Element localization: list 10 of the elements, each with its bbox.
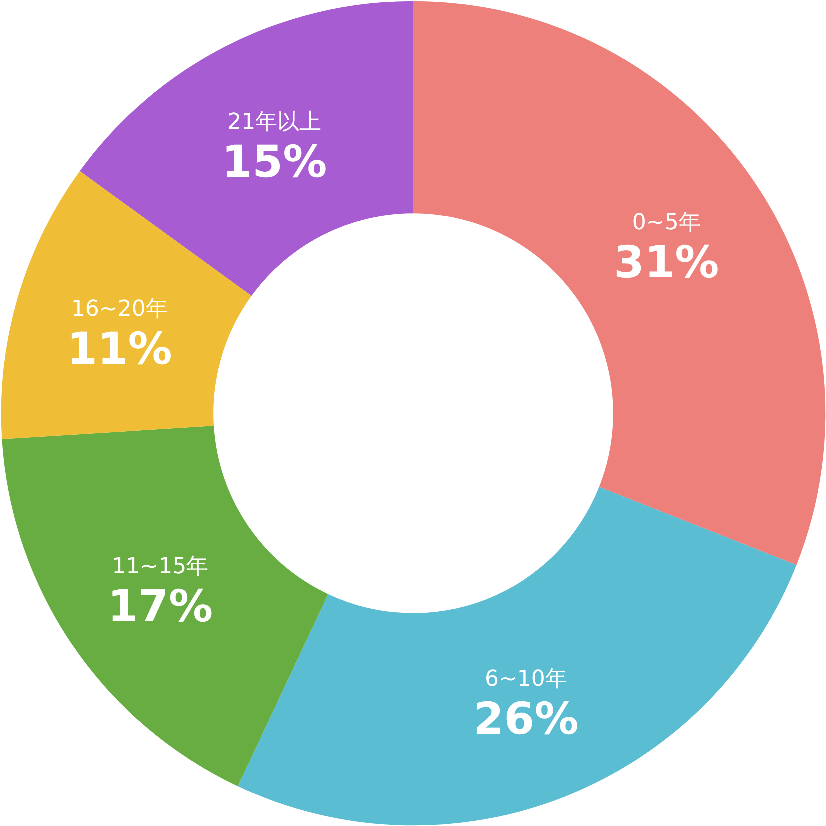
data-label: 15% [222,136,328,188]
data-label: 17% [108,582,214,633]
slice-label: 16~20年 [71,297,168,322]
data-label: 11% [66,324,172,376]
data-label: 26% [474,694,579,746]
slice-label: 6~10年 [484,667,568,692]
slice-label: 11~15年 [112,554,209,580]
slice-label: 0~5年 [632,210,701,236]
slice-label: 21年以上 [228,110,322,135]
data-label: 31% [614,237,720,288]
